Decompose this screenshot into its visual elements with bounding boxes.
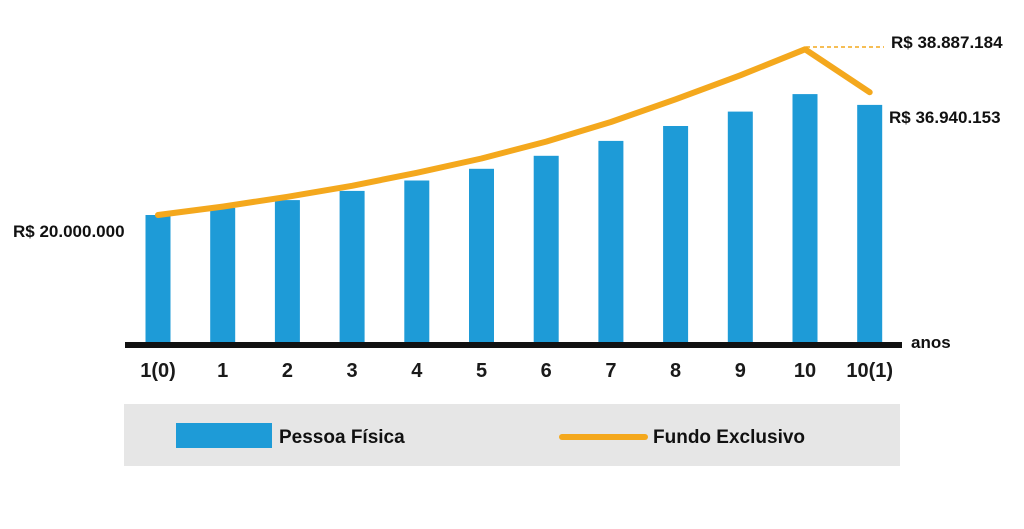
x-tick-label: 10 [794, 360, 816, 382]
x-tick-label: 10(1) [846, 360, 893, 382]
bar-pessoa-fisica [792, 94, 818, 345]
annotation-bar-end-value: R$ 36.940.153 [889, 108, 1001, 127]
x-tick-label: 7 [605, 360, 616, 382]
legend-swatch-pessoa-fisica [176, 423, 272, 448]
legend: Pessoa Física Fundo Exclusivo [124, 404, 900, 466]
x-tick-label: 8 [670, 360, 681, 382]
fundo-exclusivo-line [155, 46, 873, 218]
bar-pessoa-fisica [533, 155, 559, 345]
bar-pessoa-fisica [727, 111, 753, 345]
x-tick-label: 9 [735, 360, 746, 382]
legend-label-fundo-exclusivo: Fundo Exclusivo [653, 427, 805, 448]
x-axis-unit: anos [911, 333, 951, 352]
bar-pessoa-fisica [663, 126, 689, 345]
x-tick-labels: 1(0) 1 2 3 4 5 6 7 8 9 10 10(1) [140, 360, 893, 382]
annotation-start-value: R$ 20.000.000 [13, 222, 125, 241]
bar-pessoa-fisica [145, 215, 171, 345]
x-tick-label: 3 [347, 360, 358, 382]
bar-pessoa-fisica [598, 140, 624, 345]
x-tick-label: 6 [541, 360, 552, 382]
annotation-line-end-value: R$ 38.887.184 [891, 33, 1003, 52]
x-tick-label: 2 [282, 360, 293, 382]
bar-pessoa-fisica [857, 104, 883, 346]
bar-pessoa-fisica [274, 200, 300, 345]
legend-label-pessoa-fisica: Pessoa Física [279, 427, 405, 448]
bar-pessoa-fisica [404, 180, 430, 345]
x-tick-label: 1 [217, 360, 228, 382]
x-tick-label: 1(0) [140, 360, 176, 382]
bars-group [145, 94, 883, 346]
bar-pessoa-fisica [210, 207, 236, 345]
x-tick-label: 4 [411, 360, 423, 382]
bar-pessoa-fisica [339, 190, 365, 345]
x-tick-label: 5 [476, 360, 487, 382]
bar-pessoa-fisica [469, 168, 494, 345]
